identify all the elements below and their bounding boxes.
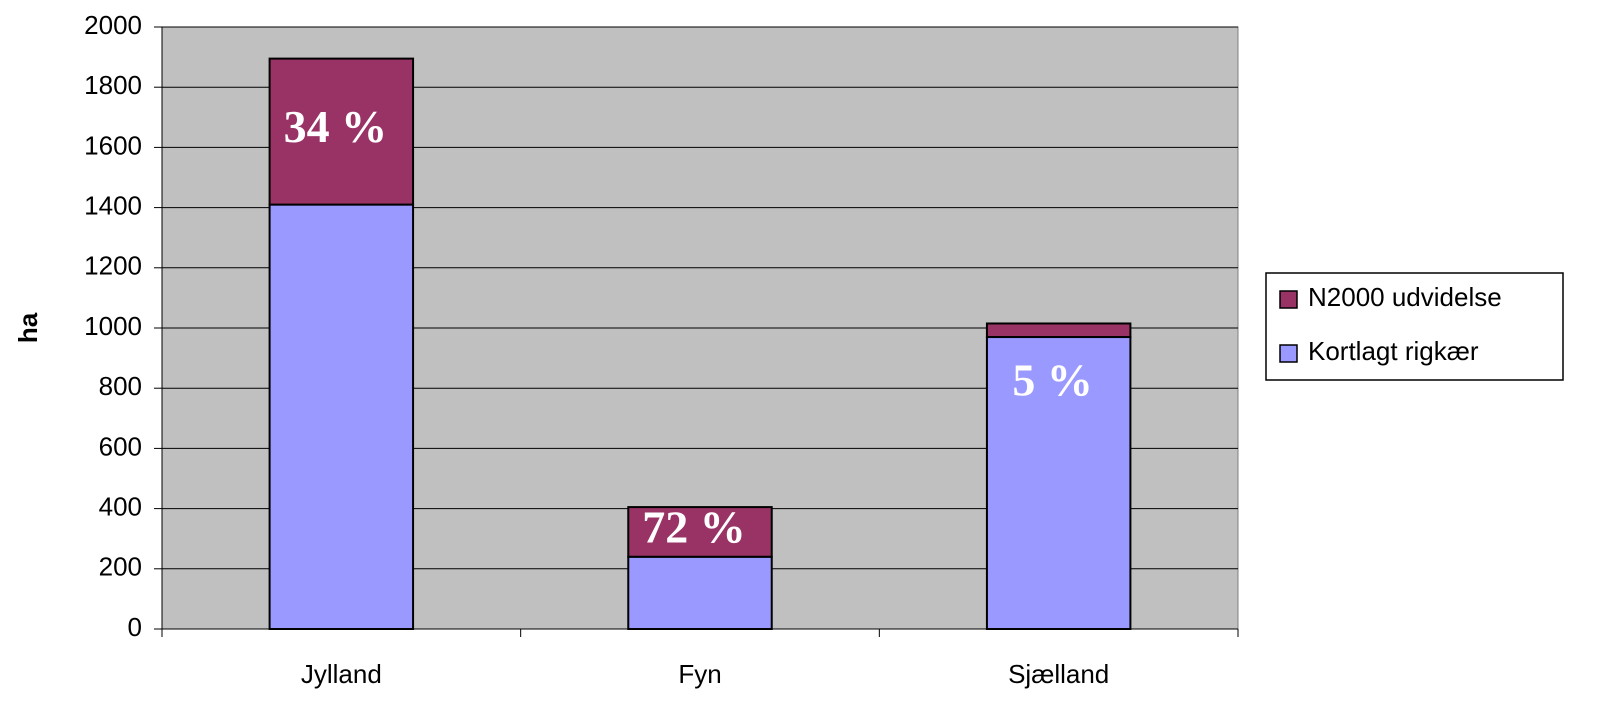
bar-segment	[627, 555, 773, 631]
x-tick-label: Fyn	[678, 659, 721, 689]
y-tick-label: 0	[128, 612, 142, 642]
legend-label: N2000 udvidelse	[1308, 282, 1502, 312]
bar-segment	[268, 203, 415, 630]
legend-swatch	[1279, 290, 1298, 309]
legend-swatch	[1279, 344, 1298, 363]
y-tick-label: 600	[99, 431, 142, 461]
annotation: 5 %	[1012, 355, 1093, 406]
y-tick-label: 400	[99, 491, 142, 521]
annotation: 72 %	[642, 501, 746, 552]
y-tick-label: 1600	[84, 130, 142, 160]
y-tick-label: 1400	[84, 190, 142, 220]
bar-segment	[985, 336, 1132, 630]
y-axis-label: ha	[13, 312, 43, 343]
y-tick-label: 1800	[84, 70, 142, 100]
legend	[1265, 272, 1564, 381]
y-tick-label: 2000	[84, 10, 142, 40]
bar-segment	[268, 57, 415, 206]
x-tick-label: Jylland	[301, 659, 382, 689]
x-tick-label: Sjælland	[1008, 659, 1109, 689]
y-tick-label: 200	[99, 552, 142, 582]
bar-segment	[985, 322, 1132, 339]
bar-segment	[627, 506, 773, 558]
y-tick-label: 1000	[84, 311, 142, 341]
legend-label: Kortlagt rigkær	[1308, 336, 1479, 366]
y-tick-label: 800	[99, 371, 142, 401]
y-tick-label: 1200	[84, 251, 142, 281]
annotation: 34 %	[284, 101, 388, 152]
